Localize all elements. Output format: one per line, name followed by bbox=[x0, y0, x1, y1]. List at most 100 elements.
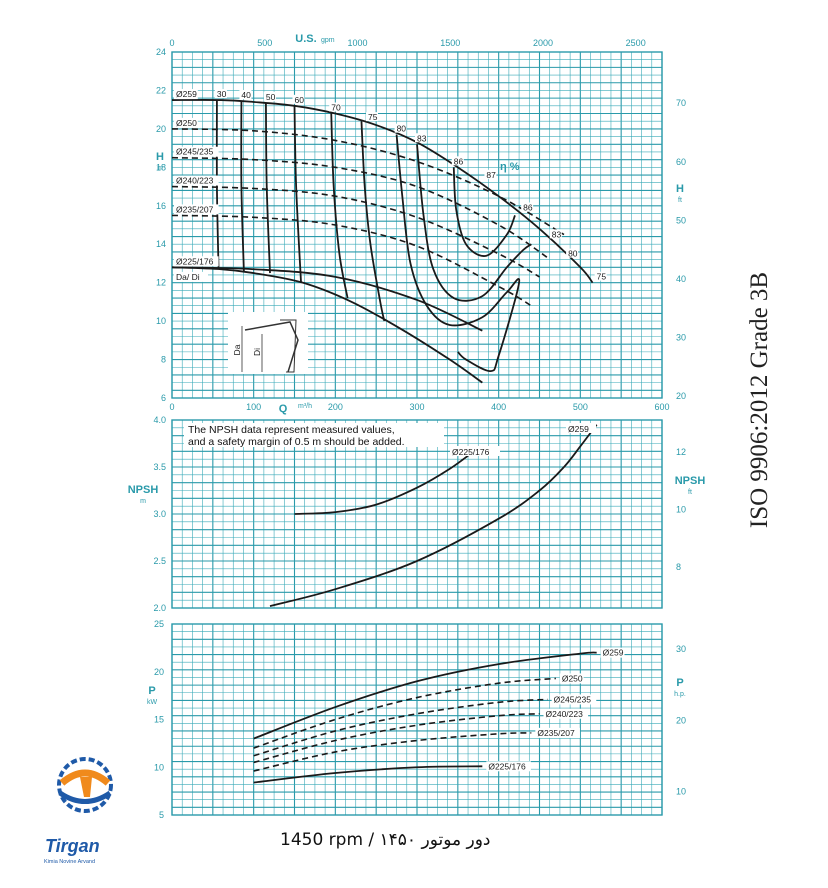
power-y-tick: 20 bbox=[154, 667, 164, 677]
efficiency-label: 30 bbox=[217, 89, 227, 99]
npsh-y-tick: 4.0 bbox=[153, 415, 166, 425]
power-y-unit: kW bbox=[147, 699, 158, 706]
iso-standard-label: ISO 9906:2012 Grade 3B bbox=[746, 271, 773, 529]
power-y-tick: 25 bbox=[154, 619, 164, 629]
inset-da-label: Da bbox=[232, 344, 242, 355]
head-diameter-label: Ø250 bbox=[176, 118, 197, 128]
power-curve-label: Ø235/207 bbox=[537, 728, 575, 738]
head-y2-tick: 30 bbox=[676, 333, 686, 343]
npsh-y-tick: 2.0 bbox=[153, 603, 166, 613]
power-y2-label: P bbox=[676, 677, 683, 689]
head-y2-tick: 20 bbox=[676, 391, 686, 401]
efficiency-label: 70 bbox=[331, 103, 341, 113]
power-curve-label: Ø259 bbox=[603, 648, 624, 658]
efficiency-label: 75 bbox=[368, 112, 378, 122]
efficiency-label: 80 bbox=[397, 124, 407, 134]
head-y-tick: 24 bbox=[156, 47, 166, 57]
power-curve-Ø245/235 bbox=[253, 698, 548, 757]
power-y2-unit: h.p. bbox=[674, 691, 686, 698]
head-curve-Ø240/223 bbox=[171, 185, 540, 278]
head-curve-Ø225/176 bbox=[171, 266, 483, 332]
npsh-y-label: NPSH bbox=[128, 484, 159, 496]
efficiency-label: 83 bbox=[552, 229, 562, 239]
head-y-tick: 20 bbox=[156, 124, 166, 134]
head-y-tick: 18 bbox=[156, 162, 166, 172]
head-x-tick: 400 bbox=[491, 402, 506, 412]
head-x2-tick: 1500 bbox=[440, 38, 460, 48]
efficiency-label: 40 bbox=[241, 90, 251, 100]
npsh-y2-tick: 12 bbox=[676, 447, 686, 457]
impeller-inset-icon: Da Di bbox=[228, 312, 308, 374]
head-y-tick: 10 bbox=[156, 316, 166, 326]
efficiency-label: 75 bbox=[597, 272, 607, 282]
power-curve-label: Ø250 bbox=[562, 673, 583, 683]
power-y2-tick: 30 bbox=[676, 644, 686, 654]
efficiency-label: 86 bbox=[523, 202, 533, 212]
tirgan-gear-logo-icon bbox=[57, 757, 113, 813]
head-x2-tick: 2000 bbox=[533, 38, 553, 48]
speed-label: 1450 rpm / ۱۴۵۰ دور موتور bbox=[280, 830, 491, 850]
head-x-tick: 100 bbox=[246, 402, 261, 412]
head-y-tick: 6 bbox=[161, 393, 166, 403]
head-y2-tick: 50 bbox=[676, 215, 686, 225]
head-y2-tick: 60 bbox=[676, 157, 686, 167]
efficiency-label: 50 bbox=[266, 92, 276, 102]
power-curve-label: Ø245/235 bbox=[554, 694, 592, 704]
head-x2-label: U.S. bbox=[295, 33, 316, 45]
logo-tagline: Kimia Novine Arvand bbox=[44, 859, 96, 865]
npsh-y2-tick: 8 bbox=[676, 562, 681, 572]
efficiency-island-80 bbox=[395, 134, 521, 372]
power-y2-tick: 10 bbox=[676, 787, 686, 797]
power-curve-Ø259 bbox=[253, 651, 597, 740]
npsh-y2-tick: 10 bbox=[676, 504, 686, 514]
head-x2-tick: 0 bbox=[169, 38, 174, 48]
efficiency-line-50 bbox=[265, 102, 271, 274]
npsh-curve-Ø259 bbox=[269, 424, 598, 607]
head-grid bbox=[171, 51, 663, 399]
head-x-tick: 200 bbox=[328, 402, 343, 412]
head-curve-Ø250 bbox=[171, 128, 565, 236]
npsh-y-tick: 3.5 bbox=[153, 462, 166, 472]
head-x-tick: 500 bbox=[573, 402, 588, 412]
power-curve-Ø250 bbox=[253, 677, 556, 749]
power-y-tick: 15 bbox=[154, 715, 164, 725]
head-y2-tick: 40 bbox=[676, 274, 686, 284]
efficiency-island-83 bbox=[416, 144, 532, 302]
head-curve-Ø259 bbox=[171, 99, 594, 284]
head-y-tick: 12 bbox=[156, 278, 166, 288]
inset-di-label: Di bbox=[252, 348, 262, 356]
head-y-tick: 16 bbox=[156, 201, 166, 211]
head-x2-tick: 1000 bbox=[347, 38, 367, 48]
power-curve-label: Ø225/176 bbox=[488, 761, 526, 771]
power-y-label: P bbox=[148, 685, 155, 697]
efficiency-label: 87 bbox=[486, 170, 496, 180]
head-x2-tick: 500 bbox=[257, 38, 272, 48]
head-x-tick: 600 bbox=[654, 402, 669, 412]
head-y-tick: 22 bbox=[156, 85, 166, 95]
head-x-tick: 0 bbox=[169, 402, 174, 412]
efficiency-island-86 bbox=[452, 167, 516, 257]
power-y-tick: 5 bbox=[159, 810, 164, 820]
power-curve-Ø225/176 bbox=[253, 765, 483, 784]
logo-name: Tirgan bbox=[45, 836, 100, 856]
npsh-note-line-1: The NPSH data represent measured values, bbox=[188, 424, 395, 436]
head-curve-Ø245/235 bbox=[171, 156, 549, 259]
power-curve-label: Ø240/223 bbox=[546, 709, 584, 719]
head-x2-tick: 2500 bbox=[626, 38, 646, 48]
efficiency-label: 60 bbox=[295, 95, 305, 105]
head-y-unit: m bbox=[157, 165, 163, 172]
head-y2-unit: ft bbox=[678, 197, 682, 204]
head-y2-label: H bbox=[676, 183, 684, 195]
npsh-y2-unit: ft bbox=[688, 489, 692, 496]
head-y-label: H bbox=[156, 151, 164, 163]
head-diameter-label: Ø235/207 bbox=[176, 204, 214, 214]
head-y-tick: 14 bbox=[156, 239, 166, 249]
head-y2-tick: 70 bbox=[676, 98, 686, 108]
head-y-tick: 8 bbox=[161, 355, 166, 365]
head-diameter-label: Ø259 bbox=[176, 89, 197, 99]
head-x-label: Q bbox=[279, 403, 288, 415]
power-curve-Ø240/223 bbox=[253, 712, 540, 764]
npsh-grid bbox=[171, 419, 663, 609]
efficiency-line-40 bbox=[240, 101, 245, 272]
